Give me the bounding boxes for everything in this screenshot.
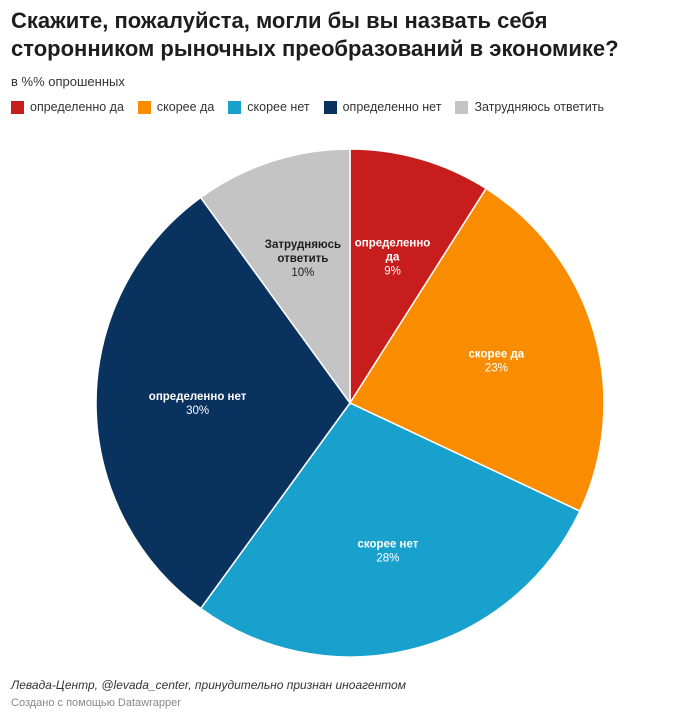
slice-label: определенно (355, 238, 431, 250)
pie-slice (349, 148, 488, 406)
legend-item: скорее да (137, 100, 215, 114)
pie-slice (95, 196, 351, 610)
chart-title: Скажите, пожалуйста, могли бы вы назвать… (11, 8, 619, 61)
legend-item: определенно да (11, 100, 124, 114)
legend-item: скорее нет (228, 100, 310, 114)
source-note: Левада-Центр, @levada_center, принудител… (11, 678, 406, 692)
slice-label: скорее да (468, 348, 524, 360)
legend-swatch (228, 100, 242, 114)
slice-value: 28% (376, 553, 399, 565)
legend-swatch (137, 100, 151, 114)
slice-label: ответить (277, 253, 328, 265)
legend-swatch (323, 100, 337, 114)
legend-item: определенно нет (323, 100, 442, 114)
legend-label: определенно да (30, 100, 124, 114)
slice-value: 30% (186, 405, 209, 417)
legend: определенно да скорее да скорее нет опре… (11, 100, 618, 114)
slice-label: скорее нет (357, 539, 418, 551)
pie-slice (199, 148, 351, 406)
legend-swatch (11, 100, 24, 114)
slice-value: 10% (291, 267, 314, 279)
legend-label: скорее нет (247, 100, 310, 114)
pie-slice (199, 402, 581, 658)
credit-note: Создано с помощью Datawrapper (11, 697, 181, 709)
legend-swatch (455, 100, 469, 114)
slice-label: да (386, 252, 400, 264)
legend-label: Затрудняюсь ответить (474, 100, 604, 114)
chart-subtitle: в %% опрошенных (11, 74, 125, 89)
slice-label: Затрудняюсь (265, 239, 341, 251)
slice-value: 9% (384, 266, 401, 278)
legend-label: скорее да (156, 100, 215, 114)
slice-value: 23% (485, 362, 508, 374)
slice-label: определенно нет (149, 391, 247, 403)
pie-slice (348, 187, 605, 513)
legend-label: определенно нет (342, 100, 442, 114)
legend-item: Затрудняюсь ответить (455, 100, 604, 114)
